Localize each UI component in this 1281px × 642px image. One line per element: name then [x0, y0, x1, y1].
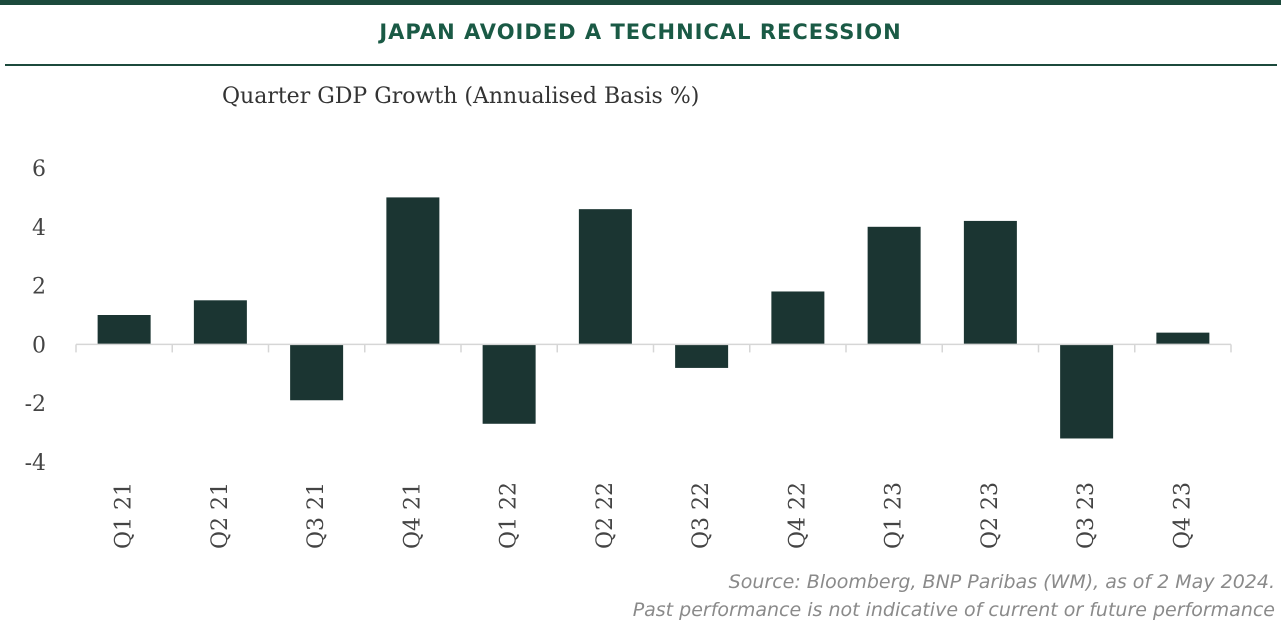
- bar-q2-23: [963, 220, 1017, 345]
- y-tick-label: -4: [25, 451, 46, 476]
- x-axis-tick-labels: Q1 21 Q2 21 Q3 21 Q4 21 Q1 22 Q2 22 Q3 22 Q4 22…: [112, 482, 1196, 549]
- chart-title: Quarter GDP Growth (Annualised Basis %): [222, 84, 700, 109]
- title-divider: [5, 64, 1277, 66]
- x-tick-label: Q1 22: [497, 482, 522, 549]
- x-tick-label: Q4 21: [400, 482, 425, 549]
- bar-q4-22: [771, 291, 825, 345]
- y-tick-label: 2: [32, 275, 46, 300]
- x-tick-label: Q1 23: [882, 482, 907, 549]
- x-axis: [75, 343, 1232, 353]
- bar-q1-21: [97, 315, 151, 345]
- y-tick-label: 0: [32, 333, 46, 358]
- x-tick-label: Q2 22: [593, 482, 618, 549]
- x-tick-label: Q1 21: [112, 482, 137, 549]
- banner-title: JAPAN AVOIDED A TECHNICAL RECESSION: [379, 20, 902, 44]
- bar-q4-23: [1156, 332, 1210, 345]
- source-note: Source: Bloomberg, BNP Paribas (WM), as …: [728, 571, 1275, 593]
- y-tick-label: -2: [25, 392, 46, 417]
- top-accent-rule: [0, 0, 1281, 5]
- x-tick-label: Q4 22: [785, 482, 810, 549]
- bar-q1-22: [482, 344, 536, 424]
- bar-q3-21: [290, 344, 344, 401]
- bar-q3-23: [1060, 344, 1114, 439]
- bar-q2-22: [578, 209, 632, 345]
- x-tick-label: Q3 22: [689, 482, 714, 549]
- x-tick-label: Q4 23: [1170, 482, 1195, 549]
- x-tick-label: Q3 23: [1074, 482, 1099, 549]
- bar-q4-21: [386, 197, 440, 345]
- x-tick-label: Q2 23: [978, 482, 1003, 549]
- y-axis-tick-labels: 6 4 2 0 -2 -4: [25, 157, 46, 476]
- bar-q3-22: [675, 344, 729, 368]
- bar-series: [97, 197, 1210, 439]
- y-tick-label: 4: [32, 216, 46, 241]
- x-tick-label: Q2 21: [208, 482, 233, 549]
- disclaimer-note: Past performance is not indicative of cu…: [632, 599, 1275, 621]
- x-tick-label: Q3 21: [304, 482, 329, 549]
- bar-q1-23: [867, 226, 921, 345]
- y-tick-label: 6: [32, 157, 46, 182]
- bar-q2-21: [193, 300, 247, 345]
- chart-footer: Source: Bloomberg, BNP Paribas (WM), as …: [633, 568, 1275, 624]
